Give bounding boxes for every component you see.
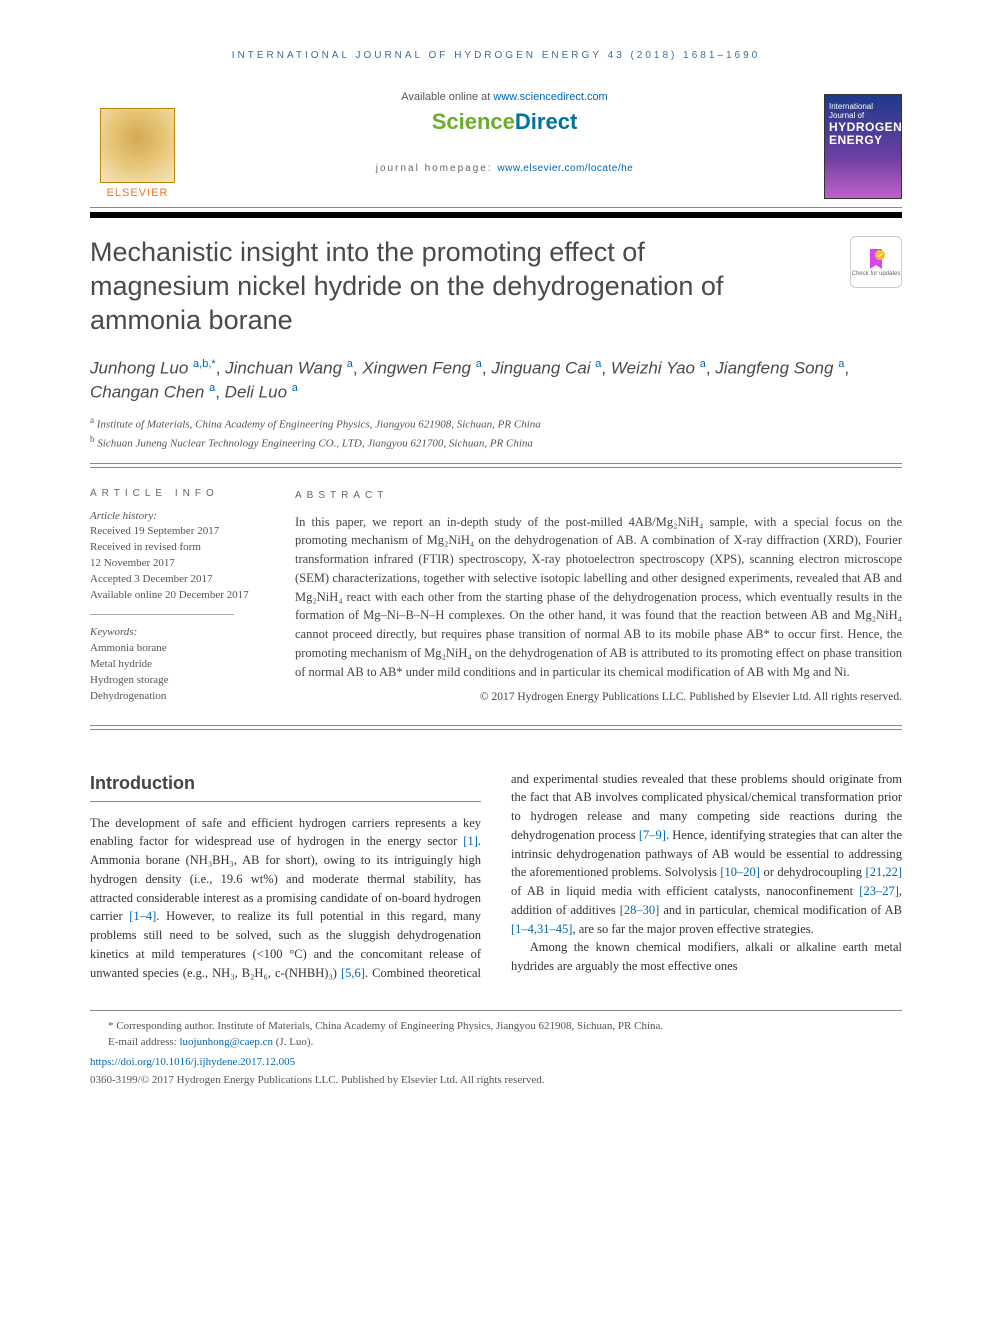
ref-link[interactable]: [7–9]	[639, 828, 666, 842]
issn-copyright-line: 0360-3199/© 2017 Hydrogen Energy Publica…	[90, 1073, 902, 1089]
abstract-text: In this paper, we report an in-depth stu…	[295, 513, 902, 682]
homepage-prefix: journal homepage:	[376, 163, 498, 174]
history-line: Received in revised form	[90, 540, 270, 556]
ref-link[interactable]: [5,6]	[341, 966, 365, 980]
article-title: Mechanistic insight into the promoting e…	[90, 236, 750, 337]
ref-link[interactable]: [1–4,31–45]	[511, 922, 572, 936]
affiliation-block: a Institute of Materials, China Academy …	[90, 414, 902, 463]
corresponding-author-line: * Corresponding author. Institute of Mat…	[90, 1019, 902, 1035]
ref-link[interactable]: [21,22]	[866, 865, 902, 879]
cover-big-1: HYDROGEN	[829, 121, 897, 134]
intro-paragraph-2: Among the known chemical modifiers, alka…	[511, 938, 902, 976]
keywords-label: Keywords:	[90, 625, 270, 641]
keyword: Dehydrogenation	[90, 689, 270, 705]
sciencedirect-link[interactable]: www.sciencedirect.com	[493, 91, 607, 103]
cover-big-2: ENERGY	[829, 134, 897, 147]
journal-homepage-line: journal homepage: www.elsevier.com/locat…	[185, 163, 824, 174]
check-for-updates-button[interactable]: Check for updates	[850, 236, 902, 288]
ref-link[interactable]: [10–20]	[720, 865, 760, 879]
elsevier-tree-icon	[100, 108, 175, 183]
article-info-column: ARTICLE INFO Article history: Received 1…	[90, 488, 295, 707]
info-divider	[90, 614, 234, 615]
history-label: Article history:	[90, 509, 270, 525]
ref-link[interactable]: [1]	[463, 834, 478, 848]
sd-word-science: Science	[432, 109, 515, 134]
history-line: Accepted 3 December 2017	[90, 572, 270, 588]
elsevier-logo: ELSEVIER	[90, 94, 185, 199]
body-text: Introduction The development of safe and…	[90, 770, 902, 983]
ref-link[interactable]: [23–27]	[859, 884, 899, 898]
article-info-heading: ARTICLE INFO	[90, 488, 270, 499]
available-online-line: Available online at www.sciencedirect.co…	[185, 91, 824, 103]
email-line: E-mail address: luojunhong@caep.cn (J. L…	[90, 1035, 902, 1051]
affiliation-b: b Sichuan Juneng Nuclear Technology Engi…	[90, 433, 902, 452]
history-line: Received 19 September 2017	[90, 524, 270, 540]
check-updates-label: Check for updates	[852, 271, 901, 277]
footer-block: * Corresponding author. Institute of Mat…	[90, 1010, 902, 1089]
abstract-copyright: © 2017 Hydrogen Energy Publications LLC.…	[295, 689, 902, 706]
affiliation-a: a Institute of Materials, China Academy …	[90, 414, 902, 433]
elsevier-wordmark: ELSEVIER	[107, 187, 169, 199]
thin-rule	[90, 729, 902, 730]
abstract-heading: ABSTRACT	[295, 488, 902, 503]
doi-link[interactable]: https://doi.org/10.1016/j.ijhydene.2017.…	[90, 1056, 295, 1068]
abstract-column: ABSTRACT In this paper, we report an in-…	[295, 488, 902, 707]
sciencedirect-logo: ScienceDirect	[185, 109, 824, 135]
author-list: Junhong Luo a,b,*, Jinchuan Wang a, Xing…	[90, 357, 902, 404]
journal-cover-thumb: International Journal of HYDROGEN ENERGY	[824, 94, 902, 199]
journal-homepage-link[interactable]: www.elsevier.com/locate/he	[497, 163, 633, 174]
available-prefix: Available online at	[401, 91, 493, 103]
email-link[interactable]: luojunhong@caep.cn	[179, 1036, 273, 1048]
cover-small-text: International Journal of	[829, 102, 873, 120]
black-divider-bar	[90, 212, 902, 218]
keyword: Metal hydride	[90, 657, 270, 673]
running-head: INTERNATIONAL JOURNAL OF HYDROGEN ENERGY…	[90, 50, 902, 61]
sd-word-direct: Direct	[515, 109, 577, 134]
section-title-introduction: Introduction	[90, 770, 481, 802]
masthead: ELSEVIER Available online at www.science…	[90, 91, 902, 208]
history-line: Available online 20 December 2017	[90, 588, 270, 604]
keyword: Hydrogen storage	[90, 673, 270, 689]
ref-link[interactable]: [1–4]	[129, 909, 156, 923]
history-line: 12 November 2017	[90, 556, 270, 572]
keyword: Ammonia borane	[90, 641, 270, 657]
bookmark-check-icon	[864, 247, 888, 271]
thin-rule	[90, 467, 902, 468]
ref-link[interactable]: [28–30]	[620, 903, 660, 917]
